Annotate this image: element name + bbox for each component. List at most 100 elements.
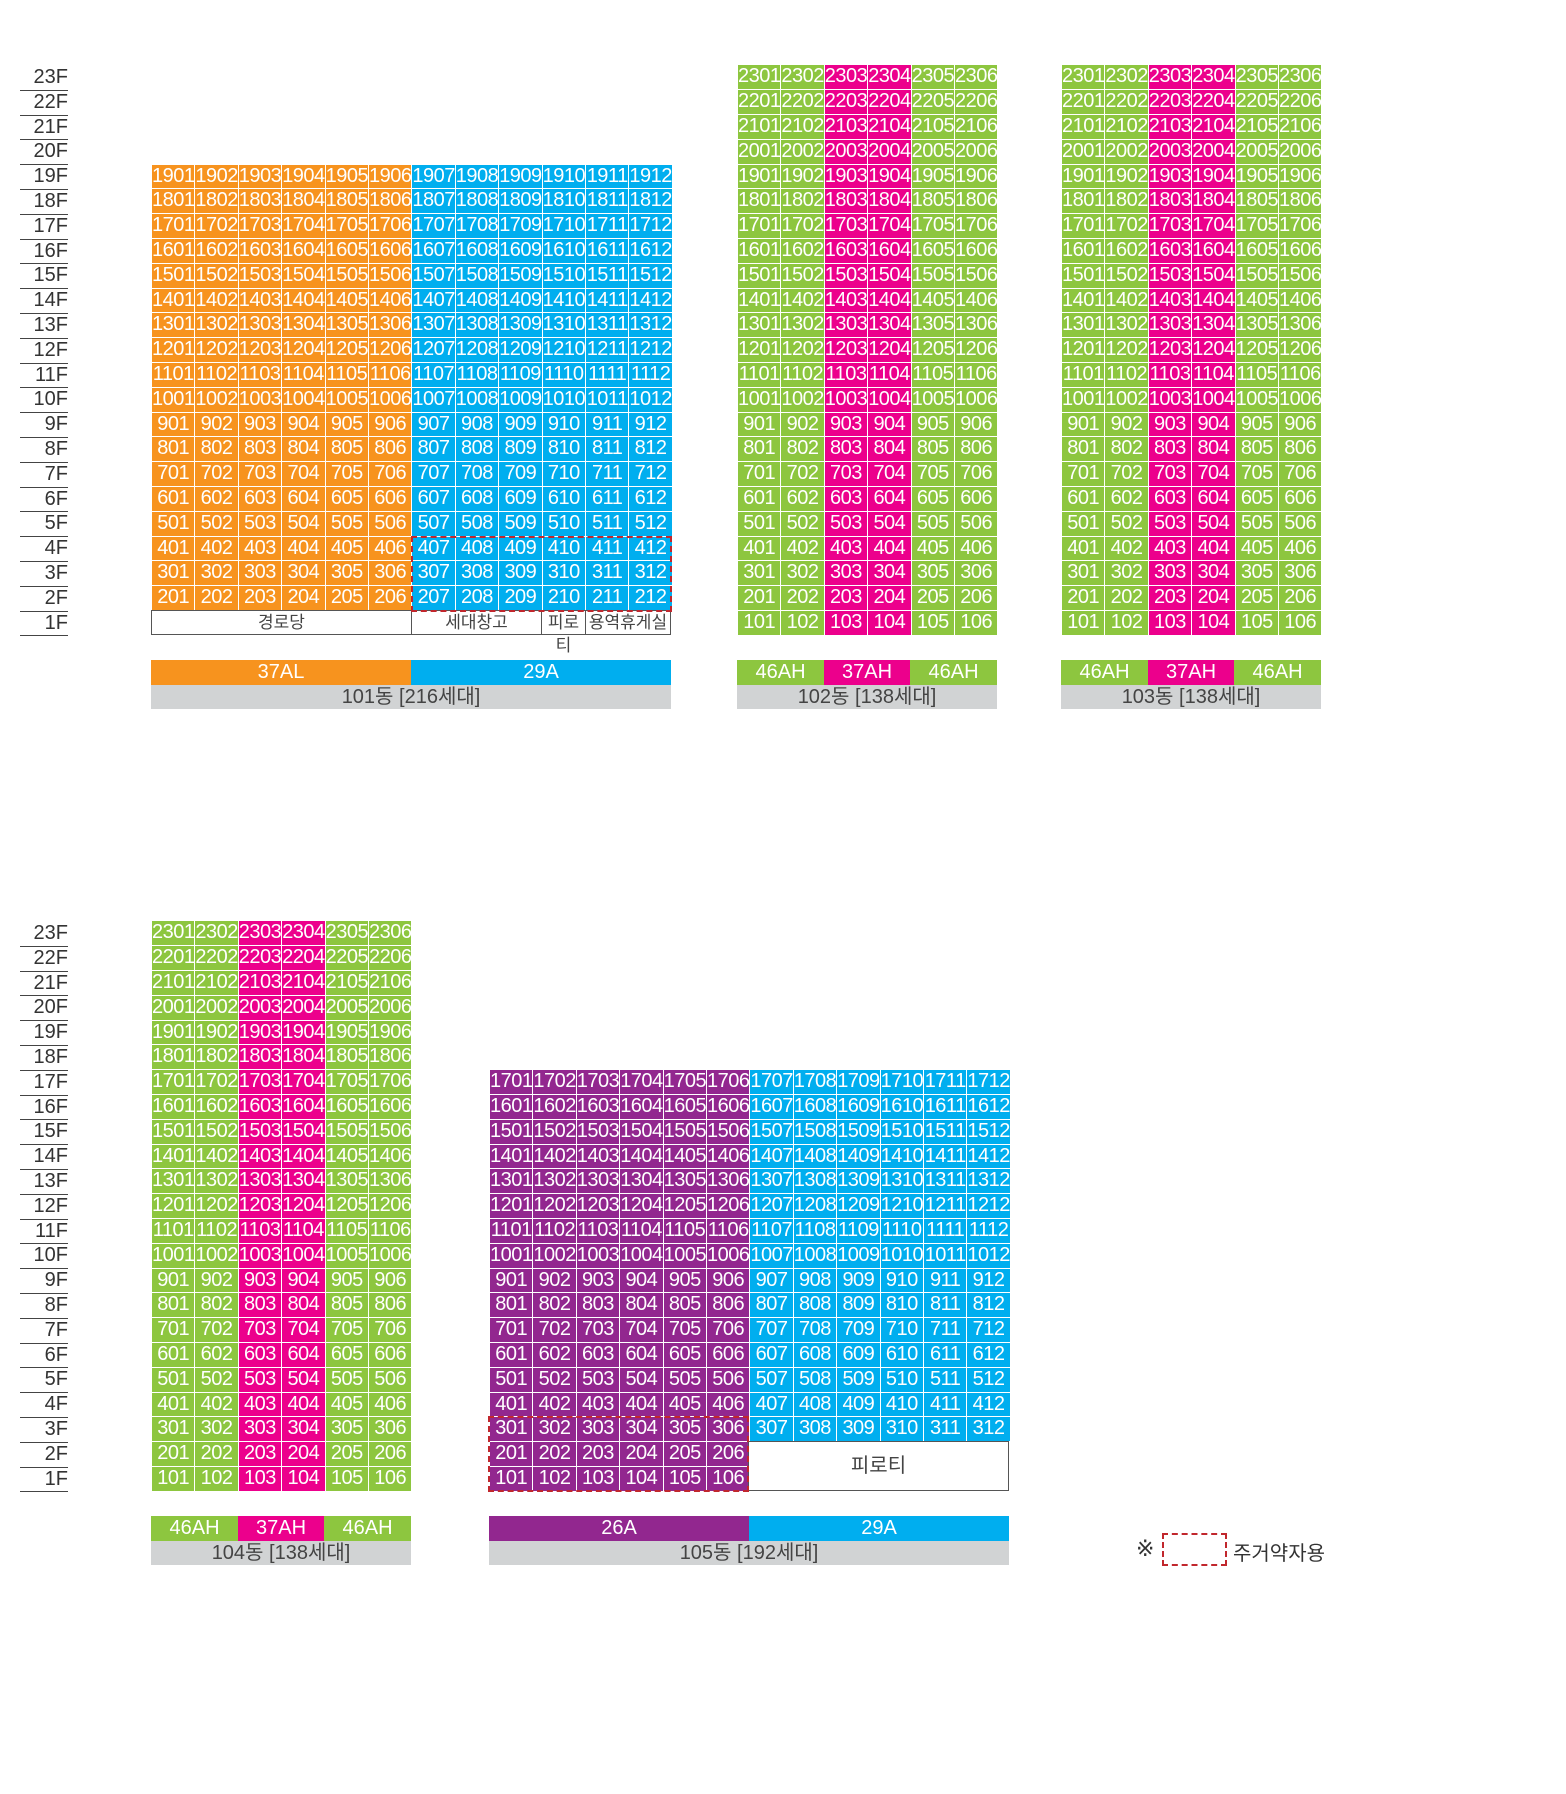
unit-103-301: 301 <box>1061 560 1106 587</box>
unit-101-1101: 1101 <box>151 362 196 388</box>
unit-101-1305: 1305 <box>324 312 369 339</box>
unit-102-1203: 1203 <box>823 337 869 363</box>
unit-104-1904: 1904 <box>281 1019 326 1046</box>
unit-101-1404: 1404 <box>281 287 326 314</box>
unit-101-1902: 1902 <box>194 163 239 190</box>
unit-102-2104: 2104 <box>867 114 912 140</box>
floor-label-top: 17F <box>20 215 68 240</box>
unit-103-1005: 1005 <box>1234 386 1279 413</box>
unit-105-1612: 1612 <box>966 1094 1011 1120</box>
unit-101-1005: 1005 <box>324 386 369 413</box>
unit-102-2204: 2204 <box>867 89 912 115</box>
unit-102-301: 301 <box>737 560 782 587</box>
unit-101-1111: 1111 <box>585 362 630 388</box>
unit-104-1404: 1404 <box>281 1143 326 1170</box>
unit-101-1501: 1501 <box>151 262 196 289</box>
unit-101-1203: 1203 <box>237 337 283 363</box>
unit-104-504: 504 <box>281 1366 326 1393</box>
unit-101-712: 712 <box>628 461 673 487</box>
unit-105-505: 505 <box>662 1366 707 1393</box>
unit-101-1109: 1109 <box>498 362 543 388</box>
unit-104-1801: 1801 <box>151 1044 196 1071</box>
unit-105-1102: 1102 <box>532 1218 577 1244</box>
unit-103-1601: 1601 <box>1061 238 1106 264</box>
unit-101-1303: 1303 <box>237 312 283 339</box>
unit-101-1406: 1406 <box>368 287 413 314</box>
floor-label-bottom: 7F <box>20 1319 68 1344</box>
unit-102-1005: 1005 <box>910 386 955 413</box>
unit-104-1703: 1703 <box>237 1069 283 1095</box>
unit-103-904: 904 <box>1191 411 1236 438</box>
unit-101-604: 604 <box>281 486 326 512</box>
unit-105-1501: 1501 <box>489 1118 534 1145</box>
unit-101-1310: 1310 <box>541 312 586 339</box>
unit-105-105: 105 <box>662 1466 707 1492</box>
floor-label-top: 3F <box>20 562 68 587</box>
unit-105-1601: 1601 <box>489 1094 534 1120</box>
unit-104-606: 606 <box>368 1342 413 1368</box>
unit-105-808: 808 <box>792 1292 838 1319</box>
unit-103-901: 901 <box>1061 411 1106 438</box>
unit-105-1705: 1705 <box>662 1069 707 1095</box>
ground-storage: 세대창고 <box>411 610 542 635</box>
unit-105-1505: 1505 <box>662 1118 707 1145</box>
unit-105-1211: 1211 <box>923 1193 968 1219</box>
unit-101-707: 707 <box>411 461 456 487</box>
unit-105-503: 503 <box>575 1366 621 1393</box>
unit-103-1106: 1106 <box>1278 362 1323 388</box>
floor-label-bottom: 17F <box>20 1071 68 1096</box>
unit-103-1303: 1303 <box>1147 312 1193 339</box>
unit-102-1004: 1004 <box>867 386 912 413</box>
unit-103-2103: 2103 <box>1147 114 1193 140</box>
unit-101-1212: 1212 <box>628 337 673 363</box>
unit-105-1310: 1310 <box>879 1168 924 1195</box>
floor-label-bottom: 23F <box>20 922 68 947</box>
unit-103-906: 906 <box>1278 411 1323 438</box>
unit-105-703: 703 <box>575 1317 621 1343</box>
unit-101-1710: 1710 <box>541 213 586 239</box>
unit-103-1403: 1403 <box>1147 287 1193 314</box>
unit-105-403: 403 <box>575 1391 621 1418</box>
unit-102-206: 206 <box>954 585 999 611</box>
unit-101-1811: 1811 <box>585 188 630 215</box>
unit-103-205: 205 <box>1234 585 1279 611</box>
unit-102-2304: 2304 <box>867 64 912 91</box>
unit-102-1105: 1105 <box>910 362 955 388</box>
unit-101-1312: 1312 <box>628 312 673 339</box>
unit-105-906: 906 <box>706 1267 751 1294</box>
unit-102-604: 604 <box>867 486 912 512</box>
unit-101-1306: 1306 <box>368 312 413 339</box>
unit-105-508: 508 <box>792 1366 838 1393</box>
unit-102-1402: 1402 <box>780 287 825 314</box>
unit-105-1609: 1609 <box>836 1094 881 1120</box>
unit-105-1606: 1606 <box>706 1094 751 1120</box>
unit-103-2105: 2105 <box>1234 114 1279 140</box>
unit-105-304: 304 <box>619 1416 664 1443</box>
unit-105-410: 410 <box>879 1391 924 1418</box>
floor-label-top: 19F <box>20 165 68 190</box>
unit-103-1502: 1502 <box>1104 262 1149 289</box>
unit-103-1703: 1703 <box>1147 213 1193 239</box>
floor-label-top: 18F <box>20 190 68 215</box>
unit-105-1212: 1212 <box>966 1193 1011 1219</box>
unit-103-1405: 1405 <box>1234 287 1279 314</box>
unit-102-1002: 1002 <box>780 386 825 413</box>
floor-label-bottom: 1F <box>20 1468 68 1493</box>
unit-103-1206: 1206 <box>1278 337 1323 363</box>
unit-103-504: 504 <box>1191 510 1236 537</box>
unit-101-1003: 1003 <box>237 386 283 413</box>
unit-101-1210: 1210 <box>541 337 586 363</box>
unit-105-305: 305 <box>662 1416 707 1443</box>
unit-102-2004: 2004 <box>867 138 912 165</box>
unit-101-1702: 1702 <box>194 213 239 239</box>
unit-105-406: 406 <box>706 1391 751 1418</box>
unit-104-706: 706 <box>368 1317 413 1343</box>
unit-105-1305: 1305 <box>662 1168 707 1195</box>
unit-104-1903: 1903 <box>237 1019 283 1046</box>
unit-105-1308: 1308 <box>792 1168 838 1195</box>
unit-101-706: 706 <box>368 461 413 487</box>
unit-105-309: 309 <box>836 1416 881 1443</box>
unit-102-806: 806 <box>954 436 999 463</box>
unit-101-911: 911 <box>585 411 630 438</box>
unit-102-1705: 1705 <box>910 213 955 239</box>
